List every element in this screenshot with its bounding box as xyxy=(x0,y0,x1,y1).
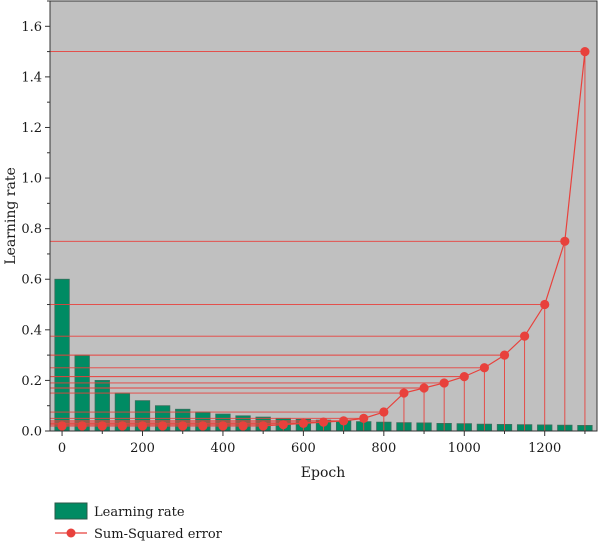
x-tick-label: 800 xyxy=(371,441,396,456)
y-tick-label: 0.6 xyxy=(21,273,42,288)
error-point xyxy=(137,421,148,431)
legend-swatch-learning-rate xyxy=(54,502,88,520)
x-tick-label: 200 xyxy=(130,441,155,456)
legend-label-sum-squared-error: Sum-Squared error xyxy=(94,527,223,542)
legend-label-learning-rate: Learning rate xyxy=(94,505,185,520)
error-point xyxy=(459,372,469,382)
x-tick-label: 400 xyxy=(211,441,236,456)
error-point xyxy=(117,421,127,431)
error-points-layer xyxy=(57,46,590,431)
y-axis: 0.0 0.2 0.4 0.6 0.8 1.0 1.2 1.4 1.6 xyxy=(21,0,50,440)
error-point xyxy=(158,421,168,431)
error-point xyxy=(499,350,510,360)
error-point xyxy=(198,421,208,431)
error-point xyxy=(419,383,429,393)
error-point xyxy=(560,236,570,246)
y-tick-label: 1.0 xyxy=(21,172,42,187)
x-tick-label: 0 xyxy=(58,441,66,456)
y-tick-label: 0.2 xyxy=(21,374,42,389)
error-point xyxy=(77,421,87,431)
error-point xyxy=(359,413,369,423)
error-point xyxy=(178,421,188,431)
error-point xyxy=(238,421,248,431)
error-point xyxy=(218,421,228,431)
x-tick-label: 600 xyxy=(291,441,316,456)
error-point xyxy=(339,416,349,426)
y-tick-label: 0.0 xyxy=(21,425,42,440)
error-point xyxy=(540,299,550,310)
x-axis-title: Epoch xyxy=(301,465,345,481)
legend: Learning rate Sum-Squared error xyxy=(54,502,223,542)
plot-frame xyxy=(49,0,598,432)
y-tick-label: 0.4 xyxy=(21,323,42,338)
y-axis-title: Learning rate xyxy=(3,167,19,265)
y-tick-label: 1.6 xyxy=(21,20,42,35)
legend-marker-sum-squared-error xyxy=(66,528,76,538)
error-point xyxy=(479,363,489,373)
error-point xyxy=(278,420,288,430)
y-tick-label: 0.8 xyxy=(21,222,42,237)
error-point xyxy=(318,417,329,427)
error-point xyxy=(57,421,67,431)
error-point xyxy=(399,388,409,398)
error-point xyxy=(520,331,530,341)
y-tick-label: 1.2 xyxy=(21,121,42,136)
x-axis: 0 200 400 600 800 1000 1200 xyxy=(58,431,586,456)
error-point xyxy=(97,421,107,431)
error-point xyxy=(580,46,590,57)
error-point xyxy=(298,418,308,429)
x-tick-label: 1200 xyxy=(528,441,561,456)
error-point xyxy=(439,378,449,388)
x-tick-label: 1000 xyxy=(448,441,481,456)
y-tick-label: 1.4 xyxy=(21,70,42,85)
error-point xyxy=(379,407,389,417)
error-point xyxy=(258,421,268,431)
plot-background xyxy=(50,1,597,431)
